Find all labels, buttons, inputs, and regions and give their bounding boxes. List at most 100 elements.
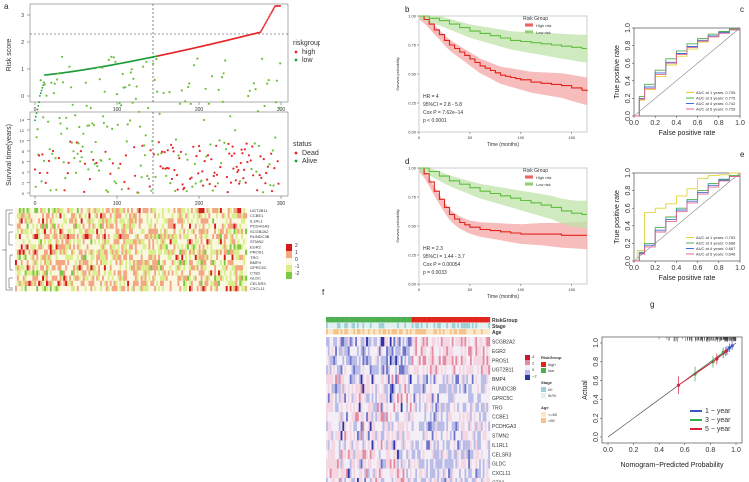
heatmap-a-cell [227,213,230,219]
f-heat-cell [482,421,485,432]
f-heat-cell [451,431,454,441]
heatmap-a-cell [111,228,114,235]
heatmap-a-cell [44,254,47,261]
f-heat-cell [353,393,356,403]
survival-point [129,119,132,122]
heatmap-a-cell [47,239,50,245]
f-heat-cell [373,337,376,347]
heatmap-a-cell [160,223,163,229]
f-stage-cell [409,323,412,329]
heatmap-a-cell [227,254,230,261]
f-heat-cell [466,468,469,479]
f-heat-cell [460,431,463,441]
heatmap-a-cell [38,270,41,276]
heatmap-a-cell [241,260,244,266]
heatmap-a-cell [231,254,234,261]
f-heat-cell [484,337,487,347]
f-heat-cell [364,384,367,394]
f-heat-cell [428,449,431,460]
heatmap-a-cell [177,208,180,214]
heatmap-a-cell [144,249,147,255]
f-heat-cell [455,449,458,460]
heatmap-a-cell [173,286,176,292]
heatmap-a-cell [32,213,35,219]
f-riskgroup-cell [424,317,427,323]
f-heat-cell [417,440,420,450]
f-age-cell [455,329,458,335]
f-heat-cell [480,346,483,356]
heatmap-a-cell [154,223,157,229]
f-heat-cell [471,365,474,375]
survival-point [243,148,246,151]
f-heat-cell [360,355,363,366]
heatmap-a-cell [144,260,147,266]
heatmap-a-cell [233,249,236,255]
heatmap-a-cell [86,228,89,235]
heatmap-a-cell [102,249,105,255]
heatmap-a-cell [125,244,128,250]
f-heat-cell [409,421,412,432]
f-heat-cell [349,449,352,460]
heatmap-a-cell [100,234,103,240]
survival-point [234,179,237,182]
f-heat-cell [446,393,449,403]
heatmap-a-cell [65,275,68,281]
heatmap-a-cell [53,239,56,245]
f-heat-cell [391,440,394,450]
heatmap-a-cell [198,265,201,271]
heatmap-a-cell [189,249,192,255]
heatmap-a-cell [223,234,226,240]
heatmap-a-cell [233,213,236,219]
survival-point [71,103,74,106]
f-heat-cell [340,346,343,356]
heatmap-a-cell [165,275,168,281]
heatmap-a-cell [165,208,168,214]
heatmap-a-cell [36,275,39,281]
risk-point [34,115,37,118]
heatmap-a-cell [16,208,20,214]
heatmap-a-cell [30,275,33,281]
heatmap-a-cell [76,228,79,235]
heatmap-a-cell [158,208,161,214]
heatmap-a-cell [158,244,161,250]
heatmap-a-cell [183,234,186,240]
heatmap-a-cell [148,223,151,229]
heatmap-a-cell [216,249,219,255]
f-heat-cell [378,402,381,413]
survival-point [249,159,252,162]
heatmap-a-cell [92,239,95,245]
f-heat-cell [448,402,451,413]
f-heat-cell [426,365,429,375]
heatmap-a-cell [146,228,149,235]
f-stage-cell [335,323,338,329]
heatmap-a-cell [185,234,188,240]
heatmap-a-cell [187,218,190,224]
f-stage-cell [382,323,385,329]
heatmap-a-cell [152,286,155,292]
heatmap-a-cell [179,265,182,271]
heatmap-a-cell [169,265,172,271]
roc-legend-item: AUC at 4 years: 0.742 [696,101,736,106]
survival-point [250,167,253,171]
heatmap-a-cell [245,223,248,229]
f-heat-cell [397,459,400,469]
heatmap-a-cell [63,234,66,240]
heatmap-a-cell [241,218,244,224]
survival-point [225,175,228,179]
heatmap-a-cell [107,228,110,235]
roc-legend-item: AUC at 1 years: 0.705 [696,90,736,95]
f-heat-cell [346,337,349,347]
heatmap-a-cell [231,275,234,281]
heatmap-a-cell [123,234,126,240]
heatmap-a-cell [76,249,79,255]
heatmap-a-cell [103,260,107,266]
f-riskgroup-cell [391,317,394,323]
survival-point [106,125,109,128]
heatmap-a-cell [117,286,120,292]
f-age-cell [367,329,370,335]
heatmap-a-cell [73,280,76,287]
heatmap-a-cell [200,223,203,229]
f-stage-cell [449,323,452,329]
f-riskgroup-cell [480,317,483,323]
heatmap-a-cell [177,239,180,245]
